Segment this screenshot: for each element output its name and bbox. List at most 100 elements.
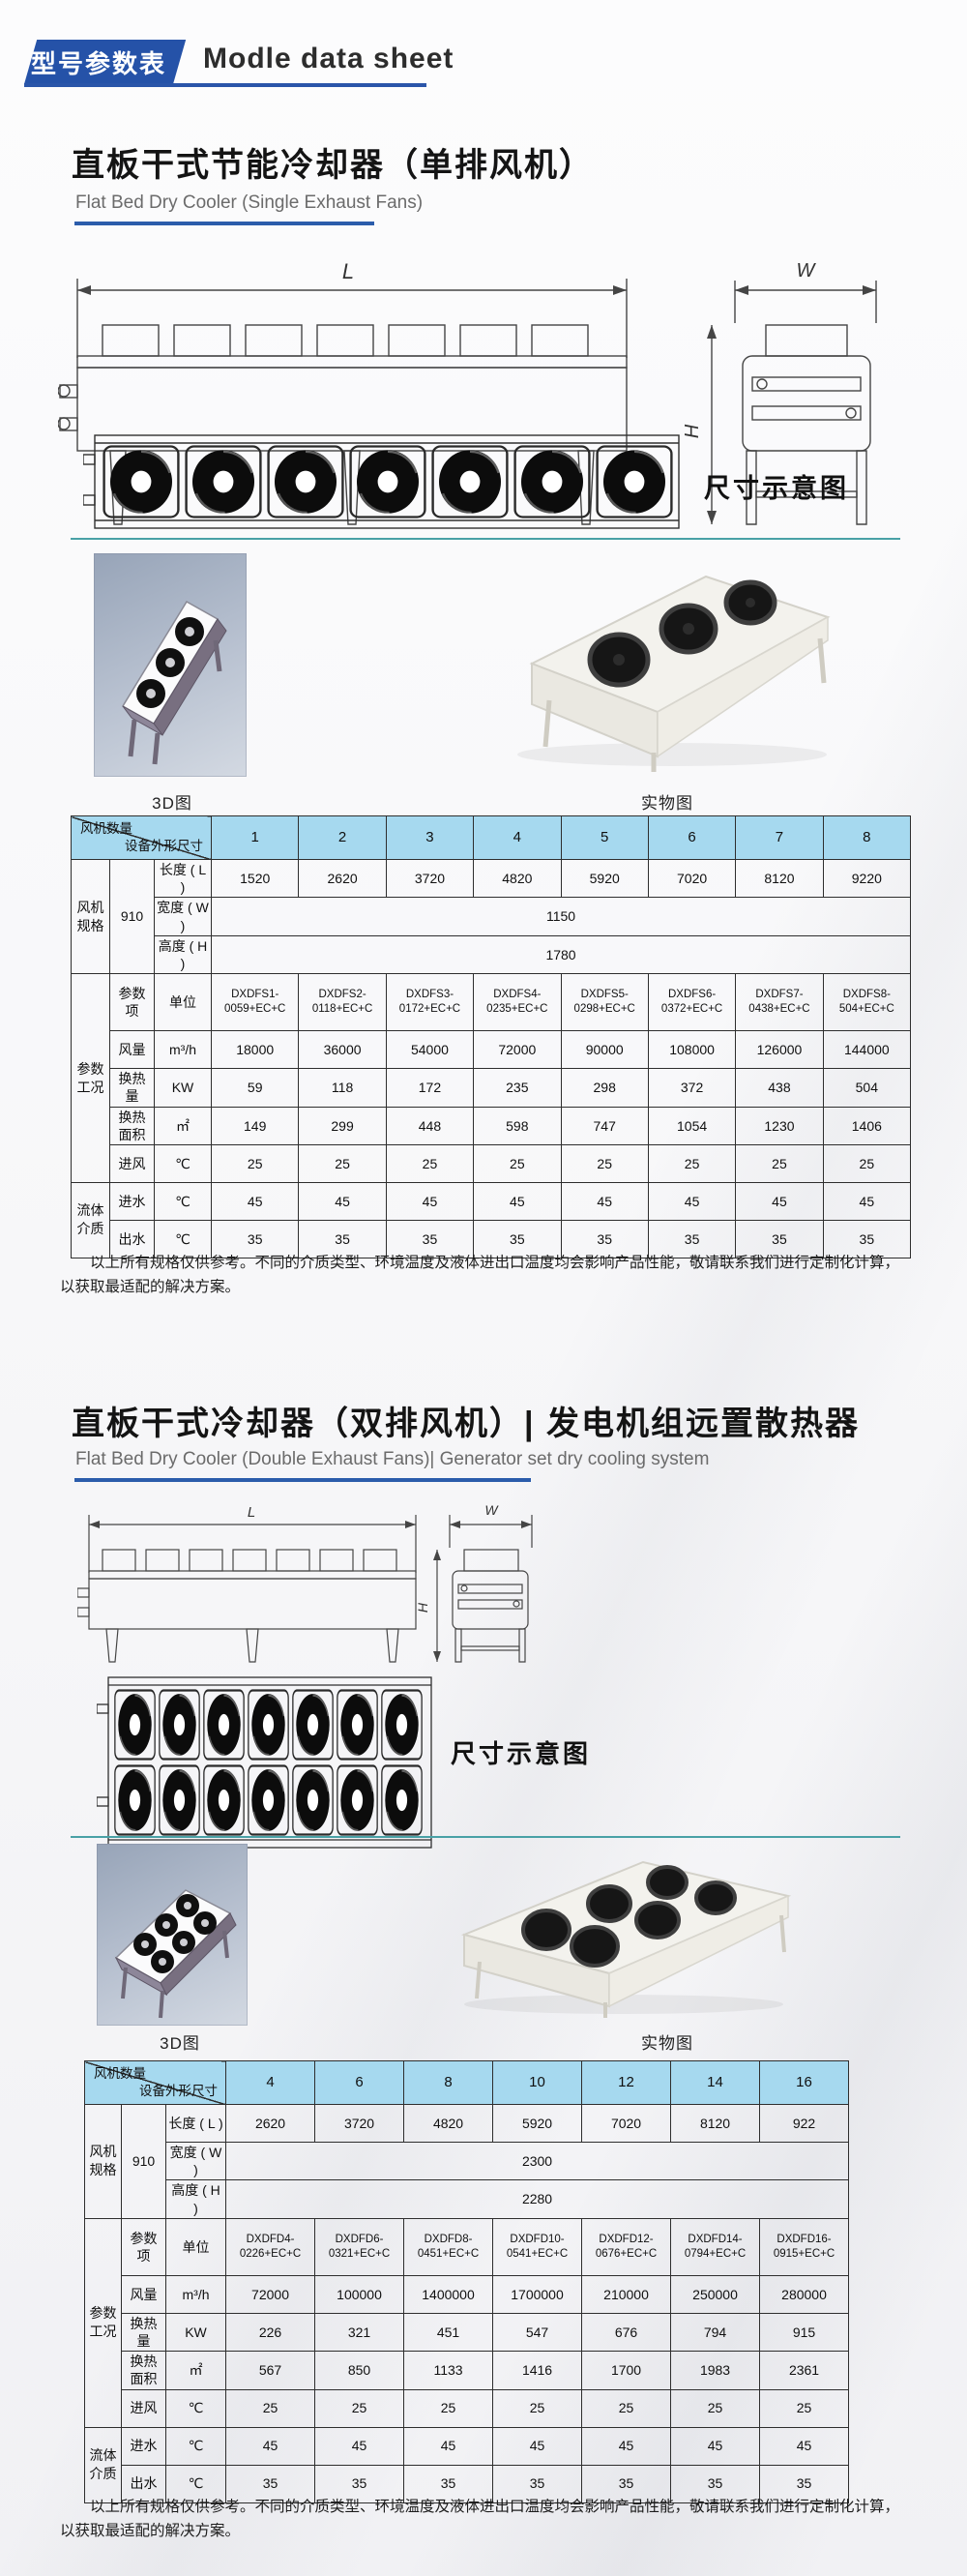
table-corner-cell: 风机数量设备外形尺寸 [70,815,213,860]
table-cell: 794 [670,2312,761,2353]
table-cell: 25 [314,2388,405,2428]
table-cell: ℃ [164,2426,227,2466]
section2-spec-table: 风机数量 设备外形尺寸 4 6 8 10 12 14 16 风机规格 910 长度 ( L ) 2620… [83,2060,850,2503]
table-row: 换热量 KW 59 118 172 235 298 372 438 504 [72,1068,912,1108]
table-cell: 进风 [109,1143,155,1183]
section1-dimension-drawing-elevation: L W H [58,259,877,525]
model-name-cell: DXDFD16-0915+EC+C [759,2217,850,2276]
table-cell: 宽度 ( W ) [164,2141,227,2181]
table-cell: 45 [822,1181,912,1221]
group-label-cell: 风机规格 [84,2104,122,2219]
fan-count-header-cell: 6 [647,815,737,860]
model-name-cell: DXDFD6-0321+EC+C [314,2217,405,2276]
table-cell: 59 [211,1068,300,1108]
fan-count-header-cell: 10 [492,2060,583,2105]
table-cell: 25 [385,1143,475,1183]
fan-count-header-cell: 16 [759,2060,850,2105]
corner-label-outline-size: 设备外形尺寸 [125,839,204,854]
model-name-cell: DXDFS6-0372+EC+C [647,973,737,1032]
model-name-cell: DXDFD10-0541+EC+C [492,2217,583,2276]
table-cell: 4820 [403,2104,494,2143]
table-cell: 567 [225,2351,316,2390]
table-cell: 1520 [211,858,300,899]
table-cell: 35 [473,1219,562,1258]
table-cell: 45 [403,2426,494,2466]
table-cell: 910 [109,858,155,975]
fan-count-header-cell: 6 [314,2060,405,2105]
table-row: 高度 ( H ) 2280 [85,2179,850,2219]
table-cell: 1406 [822,1106,912,1145]
table-cell: 36000 [298,1030,387,1070]
table-cell: 25 [225,2388,316,2428]
table-cell: 1780 [211,934,912,975]
section2-product-photo [416,1838,841,2024]
table-cell: 1054 [647,1106,737,1145]
table-cell: 25 [670,2388,761,2428]
table-cell: 25 [473,1143,562,1183]
section2-divider-line [71,1836,900,1838]
table-cell: 45 [560,1181,649,1221]
table-cell: 747 [560,1106,649,1145]
table-row: 宽度 ( W ) 2300 [85,2141,850,2181]
table-cell: 1400000 [403,2274,494,2314]
table-cell: 438 [735,1068,824,1108]
table-row: 宽度 ( W ) 1150 [72,897,912,936]
header-badge: 型号参数表 [24,40,187,84]
table-cell: 25 [403,2388,494,2428]
table-row: 出水 ℃ 35 35 35 35 35 35 35 [85,2464,850,2503]
table-cell: ℃ [153,1219,213,1258]
table-cell: 换热量 [121,2312,166,2353]
table-cell: 35 [385,1219,475,1258]
table-cell: 451 [403,2312,494,2353]
table-cell: 风量 [121,2274,166,2314]
table-cell: 25 [492,2388,583,2428]
table-cell: 25 [822,1143,912,1183]
section1-dimension-caption: 尺寸示意图 [704,474,849,503]
table-cell: 915 [759,2312,850,2353]
table-cell: 45 [759,2426,850,2466]
section2-subtitle: Flat Bed Dry Cooler (Double Exhaust Fans… [75,1449,710,1469]
table-cell: m³/h [164,2274,227,2314]
table-cell: 35 [822,1219,912,1258]
table-cell: 高度 ( H ) [153,934,213,975]
table-cell: m³/h [153,1030,213,1070]
section1-render-caption: 3D图 [152,794,192,813]
table-cell: 8120 [670,2104,761,2143]
header-underline [24,83,426,87]
table-cell: 35 [225,2464,316,2503]
table-cell: 298 [560,1068,649,1108]
table-row: 风量 m³/h 72000 100000 1400000 1700000 210000 250… [85,2274,850,2314]
table-cell: 850 [314,2351,405,2390]
table-cell: 54000 [385,1030,475,1070]
table-cell: KW [164,2312,227,2353]
model-name-cell: DXDFS5-0298+EC+C [560,973,649,1032]
table-cell: 高度 ( H ) [164,2179,227,2219]
table-cell: 250000 [670,2274,761,2314]
section1-footnote: 以上所有规格仅供参考。不同的介质类型、环境温度及液体进出口温度均会影响产品性能，… [60,1255,900,1295]
fan-count-header-cell: 8 [403,2060,494,2105]
table-cell: 35 [298,1219,387,1258]
table-cell: 1416 [492,2351,583,2390]
table-cell: 504 [822,1068,912,1108]
section2-footnote: 以上所有规格仅供参考。不同的介质类型、环境温度及液体进出口温度均会影响产品性能，… [60,2499,900,2539]
corner-label-fan-count: 风机数量 [80,821,132,836]
model-name-cell: DXDFD14-0794+EC+C [670,2217,761,2276]
model-name-cell: DXDFS3-0172+EC+C [385,973,475,1032]
section2-dimension-caption: 尺寸示意图 [451,1739,592,1768]
table-cell: 1983 [670,2351,761,2390]
table-cell: 448 [385,1106,475,1145]
section2-render-caption: 3D图 [160,2034,200,2053]
dim-label-L: L [248,1504,255,1521]
table-cell: 5920 [560,858,649,899]
table-cell: 35 [492,2464,583,2503]
table-cell: 910 [121,2104,166,2219]
table-cell: 9220 [822,858,912,899]
page-title: Modle data sheet [203,43,454,74]
section1-accent-underline [74,222,374,225]
table-cell: 2620 [298,858,387,899]
table-cell: 35 [670,2464,761,2503]
model-name-cell: DXDFD4-0226+EC+C [225,2217,316,2276]
fan-count-header-cell: 4 [473,815,562,860]
section2-accent-underline [74,1478,531,1482]
table-cell: 进风 [121,2388,166,2428]
